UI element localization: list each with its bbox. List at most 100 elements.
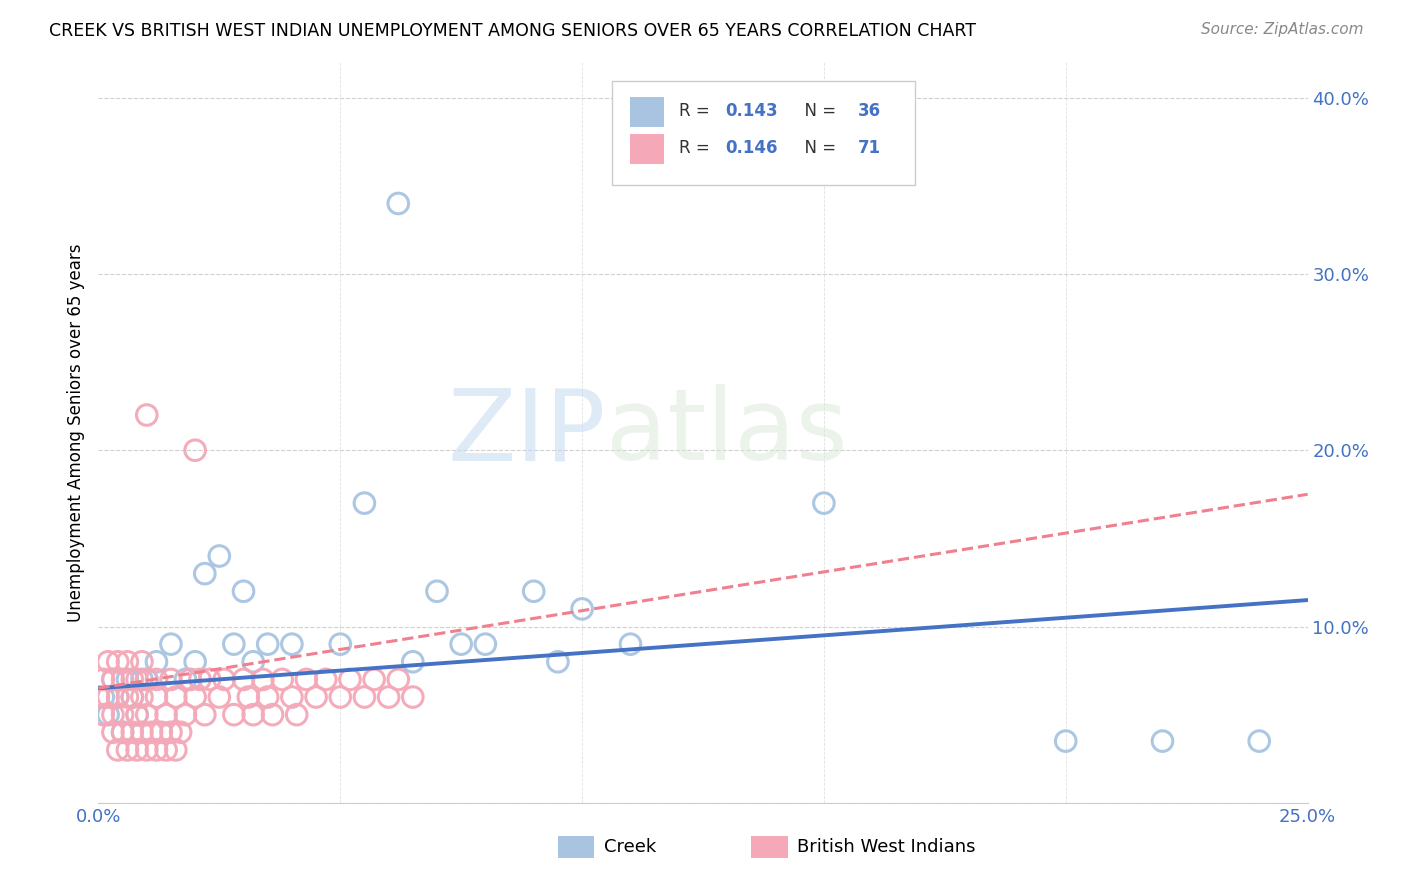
FancyBboxPatch shape	[558, 836, 595, 858]
Point	[145, 655, 167, 669]
FancyBboxPatch shape	[751, 836, 787, 858]
Point	[813, 496, 835, 510]
Point	[117, 743, 139, 757]
Text: 0.143: 0.143	[724, 102, 778, 120]
Point	[450, 637, 472, 651]
Point	[222, 707, 245, 722]
Text: Creek: Creek	[603, 838, 657, 856]
Point	[184, 443, 207, 458]
Point	[242, 655, 264, 669]
Point	[127, 673, 149, 687]
Point	[165, 690, 187, 704]
Text: atlas: atlas	[606, 384, 848, 481]
Text: R =: R =	[679, 138, 714, 157]
Point	[547, 655, 569, 669]
Point	[107, 743, 129, 757]
Point	[87, 690, 110, 704]
Point	[256, 637, 278, 651]
Point	[135, 707, 157, 722]
Point	[117, 655, 139, 669]
Text: 36: 36	[858, 102, 882, 120]
Point	[145, 690, 167, 704]
Point	[232, 673, 254, 687]
Point	[1152, 734, 1174, 748]
Point	[387, 673, 409, 687]
Point	[619, 637, 641, 651]
Point	[97, 690, 120, 704]
Point	[285, 707, 308, 722]
Point	[160, 673, 183, 687]
Point	[131, 725, 153, 739]
Point	[1054, 734, 1077, 748]
Point	[329, 690, 352, 704]
Point	[117, 673, 139, 687]
Point	[222, 637, 245, 651]
Text: 71: 71	[858, 138, 882, 157]
Point	[194, 707, 217, 722]
Point	[111, 725, 134, 739]
Point	[145, 673, 167, 687]
Point	[135, 408, 157, 422]
Point	[91, 707, 114, 722]
Point	[131, 690, 153, 704]
Point	[141, 725, 163, 739]
Point	[111, 673, 134, 687]
Y-axis label: Unemployment Among Seniors over 65 years: Unemployment Among Seniors over 65 years	[66, 244, 84, 622]
Text: ZIP: ZIP	[449, 384, 606, 481]
Point	[121, 725, 143, 739]
Point	[523, 584, 546, 599]
Point	[208, 690, 231, 704]
Point	[329, 637, 352, 651]
Point	[305, 690, 328, 704]
Point	[184, 690, 207, 704]
Point	[377, 690, 399, 704]
Text: N =: N =	[793, 102, 841, 120]
Point	[101, 707, 124, 722]
FancyBboxPatch shape	[630, 135, 664, 164]
Point	[91, 690, 114, 704]
Text: 0.146: 0.146	[724, 138, 778, 157]
Point	[232, 584, 254, 599]
Point	[127, 743, 149, 757]
Point	[315, 673, 337, 687]
Point	[174, 673, 197, 687]
Point	[339, 673, 361, 687]
Point	[107, 655, 129, 669]
Point	[165, 743, 187, 757]
Point	[208, 549, 231, 563]
Text: N =: N =	[793, 138, 841, 157]
Point	[155, 743, 177, 757]
Point	[111, 725, 134, 739]
Point	[107, 690, 129, 704]
Point	[474, 637, 496, 651]
Point	[363, 673, 385, 687]
Point	[135, 673, 157, 687]
Point	[402, 690, 425, 704]
Point	[121, 690, 143, 704]
Text: R =: R =	[679, 102, 714, 120]
Point	[127, 707, 149, 722]
Point	[256, 690, 278, 704]
FancyBboxPatch shape	[613, 81, 915, 185]
Point	[91, 673, 114, 687]
Point	[387, 196, 409, 211]
Point	[179, 673, 201, 687]
Point	[121, 673, 143, 687]
Point	[97, 707, 120, 722]
Point	[353, 690, 375, 704]
Point	[281, 637, 304, 651]
Point	[426, 584, 449, 599]
Point	[101, 673, 124, 687]
Point	[212, 673, 235, 687]
Point	[145, 743, 167, 757]
Point	[135, 743, 157, 757]
Point	[194, 566, 217, 581]
Point	[402, 655, 425, 669]
Point	[188, 673, 211, 687]
Point	[242, 707, 264, 722]
Point	[97, 655, 120, 669]
Point	[131, 673, 153, 687]
Point	[295, 673, 318, 687]
Point	[101, 725, 124, 739]
Point	[155, 707, 177, 722]
